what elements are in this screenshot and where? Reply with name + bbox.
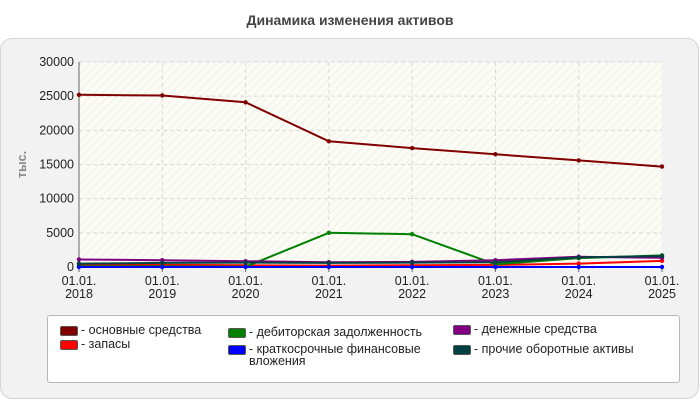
data-point — [576, 255, 581, 260]
legend-item-short-term-investments: - краткосрочные финансовые вложения — [228, 343, 438, 367]
legend-label: - прочие оборотные активы — [474, 342, 634, 356]
x-tick-label: 01.01. 2024 — [561, 274, 596, 301]
data-point — [243, 264, 248, 270]
data-point — [160, 264, 165, 270]
data-point — [409, 145, 415, 151]
legend-label: - краткосрочные финансовые вложения — [249, 342, 421, 368]
y-tick-label: 20000 — [39, 123, 74, 137]
data-point — [409, 232, 415, 237]
data-point — [326, 264, 332, 270]
legend-item-fixed-assets: - основные средства — [60, 324, 230, 336]
data-point — [160, 93, 165, 98]
legend-label: - денежные средства — [474, 322, 597, 336]
data-point — [576, 264, 581, 270]
legend-label: - дебиторская задолженность — [249, 325, 423, 339]
legend-item-inventory: - запасы — [60, 338, 230, 350]
legend-item-receivables: - дебиторская задолженность — [228, 326, 453, 338]
data-point — [160, 260, 165, 266]
legend-item-other-current-assets: - прочие оборотные активы — [453, 343, 673, 355]
series-line — [78, 93, 663, 168]
data-point — [576, 158, 581, 163]
legend-label: - запасы — [81, 337, 131, 351]
legend: - основные средства - запасы - дебиторск… — [47, 315, 680, 383]
legend-label: - основные средства — [81, 323, 202, 337]
legend-swatch — [228, 345, 246, 355]
chart-title: Динамика изменения активов — [246, 12, 454, 28]
data-point — [493, 264, 498, 270]
data-point — [493, 260, 498, 265]
y-tick-label: 15000 — [39, 158, 74, 172]
legend-swatch — [453, 345, 471, 355]
x-tick-label: 01.01. 2022 — [395, 274, 430, 301]
x-tick-label: 01.01. 2020 — [228, 274, 263, 301]
y-tick-label: 25000 — [39, 89, 74, 103]
legend-swatch — [60, 326, 78, 336]
data-point — [659, 164, 665, 169]
data-point — [326, 230, 332, 236]
legend-swatch — [453, 325, 471, 335]
data-point — [576, 261, 581, 266]
data-point — [326, 139, 332, 144]
legend-swatch — [60, 340, 78, 350]
data-point — [409, 260, 415, 265]
series-line — [79, 259, 663, 267]
y-tick-label: 5000 — [46, 226, 74, 240]
data-point — [76, 257, 82, 262]
data-point — [76, 261, 82, 266]
legend-swatch — [228, 328, 246, 338]
data-point — [409, 264, 415, 270]
series-line — [78, 255, 663, 265]
y-axis-label: тыс. — [15, 151, 29, 178]
data-point — [76, 92, 82, 98]
data-point — [76, 264, 82, 270]
data-point — [326, 260, 332, 266]
x-tick-label: 01.01. 2023 — [478, 274, 513, 301]
data-point — [243, 260, 248, 265]
x-tick-label: 01.01. 2019 — [145, 274, 180, 301]
y-tick-label: 0 — [67, 260, 74, 274]
data-point — [659, 253, 665, 259]
data-point — [493, 152, 498, 157]
data-point — [243, 100, 248, 105]
y-tick-label: 10000 — [39, 192, 74, 206]
x-tick-label: 01.01. 2025 — [645, 274, 680, 301]
y-tick-label: 30000 — [39, 55, 74, 69]
data-point — [659, 258, 665, 264]
legend-item-cash: - денежные средства — [453, 323, 673, 335]
x-tick-label: 01.01. 2018 — [62, 274, 97, 301]
data-point — [659, 264, 665, 270]
x-tick-label: 01.01. 2021 — [311, 274, 346, 301]
